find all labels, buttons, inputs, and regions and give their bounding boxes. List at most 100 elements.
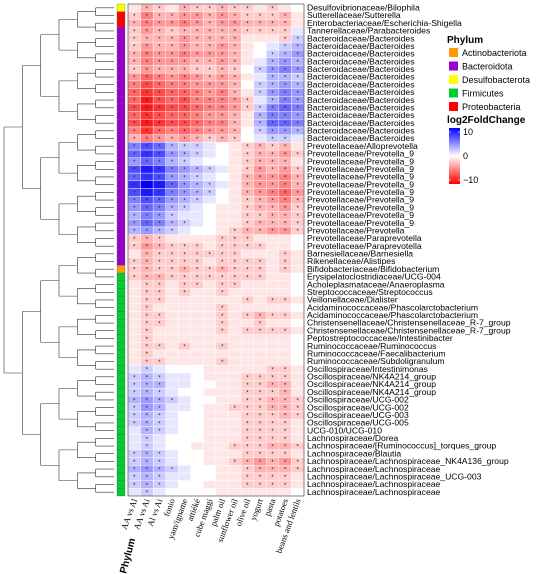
heatmap-cell xyxy=(228,357,242,366)
significance-mark: * xyxy=(196,191,199,197)
significance-mark: * xyxy=(196,252,199,258)
heatmap-cell xyxy=(215,388,229,397)
heatmap-cell xyxy=(291,157,305,166)
heatmap-cell xyxy=(240,288,254,297)
phylum-cell xyxy=(116,288,126,297)
heatmap-cell xyxy=(178,211,192,220)
significance-mark: * xyxy=(259,160,262,166)
heatmap-cell xyxy=(240,88,254,97)
heatmap-cell xyxy=(165,411,179,420)
significance-mark: * xyxy=(246,160,249,166)
significance-mark: * xyxy=(259,321,262,327)
significance-mark: * xyxy=(297,198,300,204)
heatmap-cell xyxy=(278,272,292,281)
heatmap-cell xyxy=(278,280,292,289)
heatmap-cell xyxy=(127,441,141,451)
phylum-cell xyxy=(116,326,126,335)
significance-mark: * xyxy=(133,391,136,397)
significance-mark: * xyxy=(158,206,161,212)
significance-mark: * xyxy=(158,175,161,181)
row-label: Oscillospiraceae/UCG-005 xyxy=(307,418,409,428)
heatmap-cell xyxy=(278,318,292,328)
heatmap-cell xyxy=(203,311,217,320)
significance-mark: * xyxy=(209,252,212,258)
heatmap-cell xyxy=(215,157,229,166)
significance-mark: * xyxy=(146,360,149,366)
heatmap-cell xyxy=(253,288,267,297)
heatmap-cell xyxy=(228,303,242,312)
significance-mark: * xyxy=(133,468,136,474)
row-label: Lachnospiraceae/Lachnospiraceae xyxy=(307,487,441,497)
significance-mark: * xyxy=(271,114,274,120)
heatmap-cell xyxy=(203,434,217,443)
heatmap-cell xyxy=(240,334,254,343)
significance-mark: * xyxy=(171,22,174,28)
heatmap-cell xyxy=(203,295,217,305)
heatmap-cell xyxy=(240,280,254,289)
heatmap-cell xyxy=(215,195,229,205)
heatmap-cell xyxy=(203,488,217,497)
significance-mark: * xyxy=(284,99,287,105)
significance-mark: * xyxy=(183,14,186,20)
significance-mark: * xyxy=(259,198,262,204)
significance-mark: * xyxy=(183,60,186,66)
significance-mark: * xyxy=(259,375,262,381)
significance-mark: * xyxy=(158,298,161,304)
significance-mark: * xyxy=(271,421,274,427)
heatmap-cell xyxy=(178,334,192,343)
heatmap-cell xyxy=(190,311,204,320)
heatmap-cell xyxy=(165,388,179,397)
row-label: Barnesiellaceae/Barnesiella xyxy=(307,249,413,259)
color-scale-tick-label: 0 xyxy=(463,151,468,161)
significance-mark: * xyxy=(146,475,149,481)
significance-mark: * xyxy=(259,406,262,412)
heatmap-cell xyxy=(278,234,292,243)
row-label: Ruminococcaceae/Faecalibacterium xyxy=(307,348,446,358)
significance-mark: * xyxy=(146,52,149,58)
significance-mark: * xyxy=(171,68,174,74)
significance-mark: * xyxy=(183,291,186,297)
heatmap-cell xyxy=(165,418,179,428)
significance-mark: * xyxy=(221,91,224,97)
significance-mark: * xyxy=(234,91,237,97)
row-label: UCG-010/UCG-010 xyxy=(307,425,382,435)
significance-mark: * xyxy=(158,160,161,166)
significance-mark: * xyxy=(284,475,287,481)
significance-mark: * xyxy=(183,75,186,81)
significance-mark: * xyxy=(271,60,274,66)
row-label: Streptococcaceae/Streptococcus xyxy=(307,287,433,297)
significance-mark: * xyxy=(259,114,262,120)
significance-mark: * xyxy=(271,14,274,20)
significance-mark: * xyxy=(133,37,136,43)
significance-mark: * xyxy=(209,14,212,20)
significance-mark: * xyxy=(133,475,136,481)
phylum-cell xyxy=(116,442,126,451)
heatmap-cell xyxy=(190,157,204,166)
significance-mark: * xyxy=(246,168,249,174)
heatmap-cell xyxy=(291,280,305,289)
heatmap-cell xyxy=(190,211,204,220)
heatmap-cell xyxy=(190,326,204,335)
heatmap-cell xyxy=(266,272,280,281)
significance-mark: * xyxy=(246,429,249,435)
row-label: Christensenellaceae/Christensenellaceae_… xyxy=(307,318,511,328)
heatmap-cell xyxy=(291,349,305,358)
significance-mark: * xyxy=(133,460,136,466)
significance-mark: * xyxy=(246,275,249,281)
heatmap-cell xyxy=(291,257,305,266)
heatmap-cell xyxy=(165,280,179,289)
significance-mark: * xyxy=(246,191,249,197)
significance-mark: * xyxy=(234,6,237,12)
row-label: Prevotellaceae/Prevotella_9 xyxy=(307,218,414,228)
significance-mark: * xyxy=(209,91,212,97)
significance-mark: * xyxy=(183,29,186,35)
heatmap-cell xyxy=(240,488,254,497)
significance-mark: * xyxy=(246,414,249,420)
phylum-cell xyxy=(116,280,126,289)
heatmap-cell xyxy=(152,349,166,358)
significance-mark: * xyxy=(297,99,300,105)
significance-mark: * xyxy=(209,106,212,112)
heatmap-cell xyxy=(190,388,204,397)
heatmap-cell xyxy=(291,334,305,343)
